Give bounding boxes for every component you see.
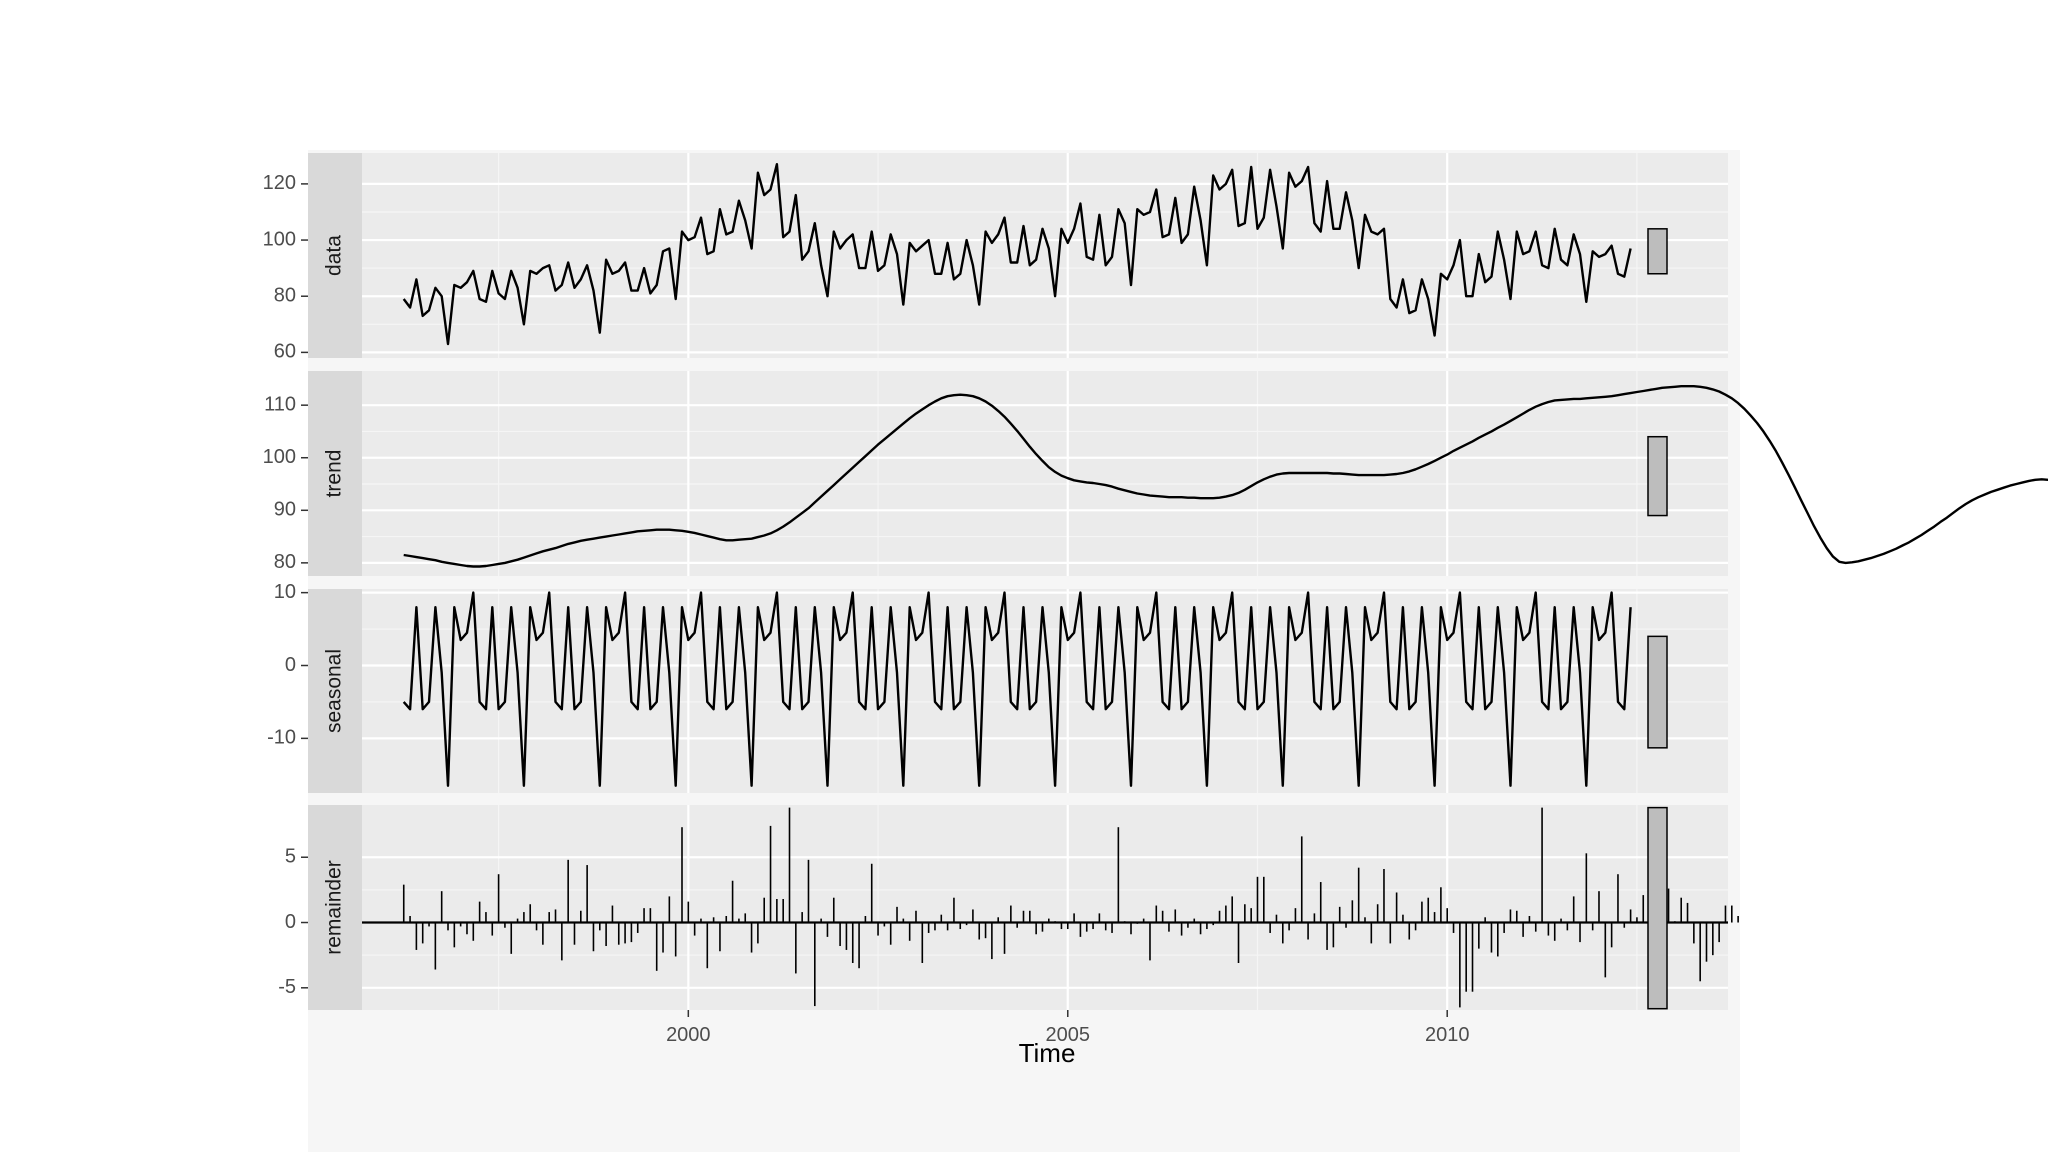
- strip-label: remainder: [323, 860, 346, 955]
- range-bar: [1647, 635, 1668, 749]
- range-bar: [1647, 806, 1668, 1010]
- strip-trend: [308, 371, 362, 576]
- x-axis: 2000 2005 2010: [666, 1010, 1469, 1046]
- strip-label: seasonal: [323, 649, 346, 733]
- y-tick-label: 80: [274, 285, 296, 307]
- y-tick-label: 80: [274, 551, 296, 573]
- x-axis-title: Time: [1019, 1038, 1076, 1068]
- range-bar: [1647, 228, 1668, 275]
- y-tick-label: 90: [274, 499, 296, 521]
- y-tick-label: 100: [263, 446, 296, 468]
- series-line-data: [402, 162, 1632, 346]
- panel-remainder: remainder -5 0 5: [278, 805, 1739, 1010]
- strip-seasonal: [308, 589, 362, 793]
- panel-data: data 60 80 100 120: [263, 153, 1728, 363]
- x-tick-label: 2010: [1425, 1024, 1470, 1046]
- panel-trend: trend 80 90 100 110: [263, 371, 2048, 576]
- panel-background: [362, 805, 1728, 1010]
- panels-layer: data6080100120trend8090100110seasonal-10…: [263, 153, 2048, 1010]
- series-line-trend: [403, 385, 2048, 568]
- y-tick-label: 0: [285, 911, 296, 933]
- y-tick-label: 5: [285, 846, 296, 868]
- strip-label: data: [323, 235, 346, 276]
- y-tick-label: 0: [285, 654, 296, 676]
- series-line-seasonal: [402, 591, 1632, 787]
- y-tick-label: 110: [264, 393, 296, 415]
- y-tick-label: -5: [278, 976, 296, 998]
- y-tick-label: -10: [267, 727, 296, 749]
- strip-data: [308, 153, 362, 358]
- strip-label: trend: [323, 450, 346, 498]
- strip-remainder: [308, 805, 362, 1010]
- range-bar: [1647, 435, 1668, 517]
- x-tick-label: 2005: [1046, 1024, 1091, 1046]
- y-tick-label: 120: [263, 172, 296, 194]
- x-tick-label: 2000: [666, 1024, 711, 1046]
- panel-seasonal: seasonal -10 0 10: [267, 581, 1728, 793]
- y-tick-label: 100: [263, 228, 296, 250]
- y-tick-label: 10: [274, 581, 296, 603]
- y-tick-label: 60: [274, 341, 296, 363]
